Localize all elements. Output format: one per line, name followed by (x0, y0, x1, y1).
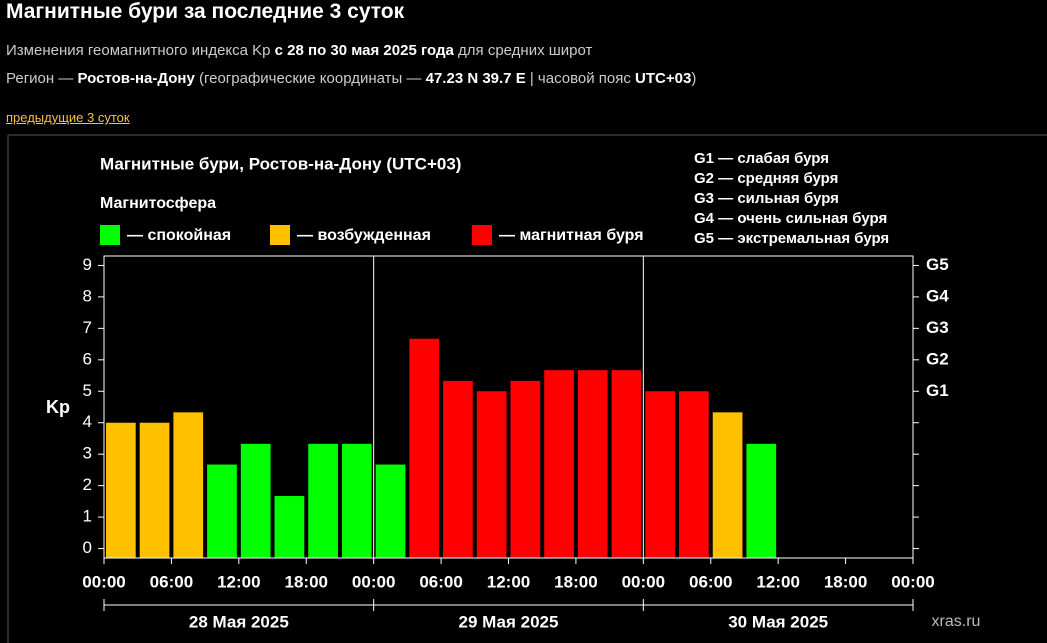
text-part: Изменения геомагнитного индекса Kp (6, 42, 275, 59)
text-part: ) (691, 70, 697, 87)
y2-tick-label: G2 (926, 349, 949, 368)
text-part: для средних широт (453, 42, 593, 59)
legend-label: — магнитная буря (499, 227, 644, 244)
x-tick-label: 18:00 (285, 572, 328, 591)
y2-tick-label: G1 (926, 381, 949, 400)
bar (240, 443, 271, 558)
scale-note: G5 — экстремальная буря (694, 230, 889, 247)
x-tick-label: 18:00 (554, 572, 597, 591)
y-axis-label: Kp (46, 397, 70, 417)
legend-label: — спокойная (127, 227, 231, 244)
bar (544, 370, 574, 558)
text-part: UTC+03 (635, 70, 692, 87)
bar (611, 370, 642, 558)
day-label: 30 Мая 2025 (728, 612, 828, 631)
legend-label: — возбужденная (297, 227, 431, 244)
x-tick-label: 06:00 (689, 572, 732, 591)
x-tick-label: 00:00 (622, 572, 665, 591)
scale-note: G4 — очень сильная буря (694, 210, 887, 227)
legend-swatch (100, 225, 120, 245)
scale-note: G1 — слабая буря (694, 150, 829, 167)
bar (577, 370, 608, 558)
prev-link[interactable]: предыдущие 3 суток (6, 110, 130, 125)
bar (712, 412, 743, 558)
bar (274, 496, 305, 558)
region: Регион — Ростов-на-Дону (географические … (6, 70, 696, 87)
bar (476, 391, 507, 558)
bar (443, 380, 473, 558)
x-tick-label: 12:00 (487, 572, 530, 591)
bar (645, 391, 676, 558)
y2-tick-label: G5 (926, 255, 949, 274)
legend-swatch (472, 225, 492, 245)
x-tick-label: 18:00 (824, 572, 867, 591)
bar (173, 412, 204, 558)
bar (207, 464, 237, 558)
subtitle: Изменения геомагнитного индекса Kp с 28 … (6, 42, 592, 59)
text-part: | часовой пояс (525, 70, 636, 87)
bar (139, 422, 170, 558)
x-tick-label: 06:00 (150, 572, 193, 591)
y-tick-label: 7 (83, 318, 92, 337)
y-tick-label: 4 (83, 412, 92, 431)
y-tick-label: 6 (83, 349, 92, 368)
page-title: Магнитные бури за последние 3 суток (6, 0, 405, 23)
watermark: xras.ru (932, 613, 981, 630)
bar (308, 443, 338, 558)
day-label: 28 Мая 2025 (189, 612, 289, 631)
y-tick-label: 8 (83, 286, 92, 305)
text-part: 47.23 N 39.7 E (425, 70, 526, 87)
x-tick-label: 00:00 (352, 572, 395, 591)
text-part: (географические координаты — (194, 70, 426, 87)
y-tick-label: 3 (83, 444, 92, 463)
x-tick-label: 00:00 (891, 572, 934, 591)
bar (375, 464, 406, 558)
y-tick-label: 5 (83, 381, 92, 400)
x-tick-label: 06:00 (419, 572, 462, 591)
day-label: 29 Мая 2025 (459, 612, 559, 631)
bar (341, 443, 372, 558)
legend-title: Магнитосфера (100, 195, 216, 212)
bar (679, 391, 709, 558)
text-part: Ростов-на-Дону (77, 70, 195, 87)
x-tick-label: 12:00 (756, 572, 799, 591)
scale-note: G2 — средняя буря (694, 170, 838, 187)
y-tick-label: 9 (83, 255, 92, 274)
x-tick-label: 00:00 (82, 572, 125, 591)
scale-note: G3 — сильная буря (694, 190, 839, 207)
bar (746, 443, 777, 558)
text-part: с 28 по 30 мая 2025 года (274, 42, 454, 59)
chart-title: Магнитные бури, Ростов-на-Дону (UTC+03) (100, 154, 461, 173)
y-tick-label: 0 (83, 538, 92, 557)
y2-tick-label: G3 (926, 318, 949, 337)
bar (510, 380, 541, 558)
bar (106, 422, 136, 558)
text-part: Регион — (6, 70, 78, 87)
legend-swatch (270, 225, 290, 245)
y-tick-label: 1 (83, 507, 92, 526)
y2-tick-label: G4 (926, 286, 949, 305)
x-tick-label: 12:00 (217, 572, 260, 591)
bar (409, 338, 440, 558)
y-tick-label: 2 (83, 475, 92, 494)
